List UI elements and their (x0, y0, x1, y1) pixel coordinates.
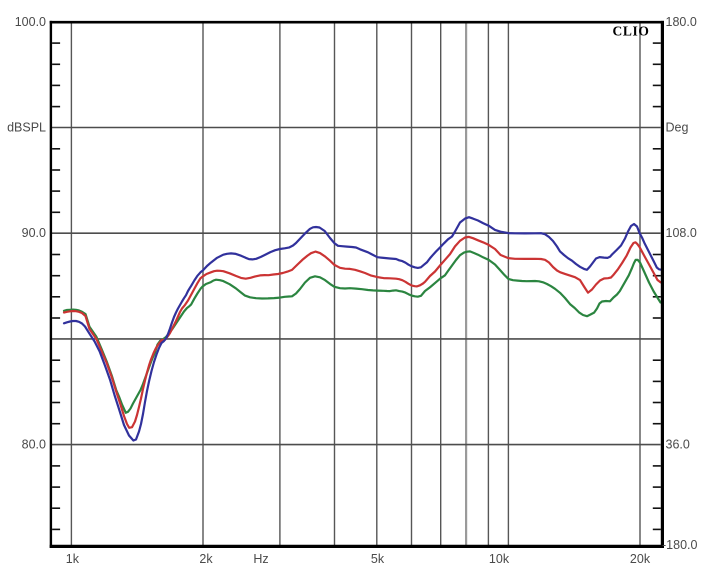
svg-text:1k: 1k (66, 552, 80, 566)
svg-text:10k: 10k (489, 552, 510, 566)
svg-text:Hz: Hz (253, 552, 268, 566)
svg-text:180.0: 180.0 (666, 15, 697, 29)
svg-text:100.0: 100.0 (15, 15, 46, 29)
svg-text:90.0: 90.0 (22, 226, 46, 240)
svg-text:Deg: Deg (666, 121, 689, 135)
svg-text:-180.0: -180.0 (662, 538, 697, 552)
svg-text:CLIO: CLIO (613, 23, 650, 38)
svg-text:36.0: 36.0 (666, 438, 690, 452)
svg-text:80.0: 80.0 (22, 438, 46, 452)
svg-text:108.0: 108.0 (666, 226, 697, 240)
svg-text:dBSPL: dBSPL (7, 121, 46, 135)
svg-text:20k: 20k (630, 552, 651, 566)
svg-text:2k: 2k (199, 552, 213, 566)
svg-text:5k: 5k (371, 552, 385, 566)
